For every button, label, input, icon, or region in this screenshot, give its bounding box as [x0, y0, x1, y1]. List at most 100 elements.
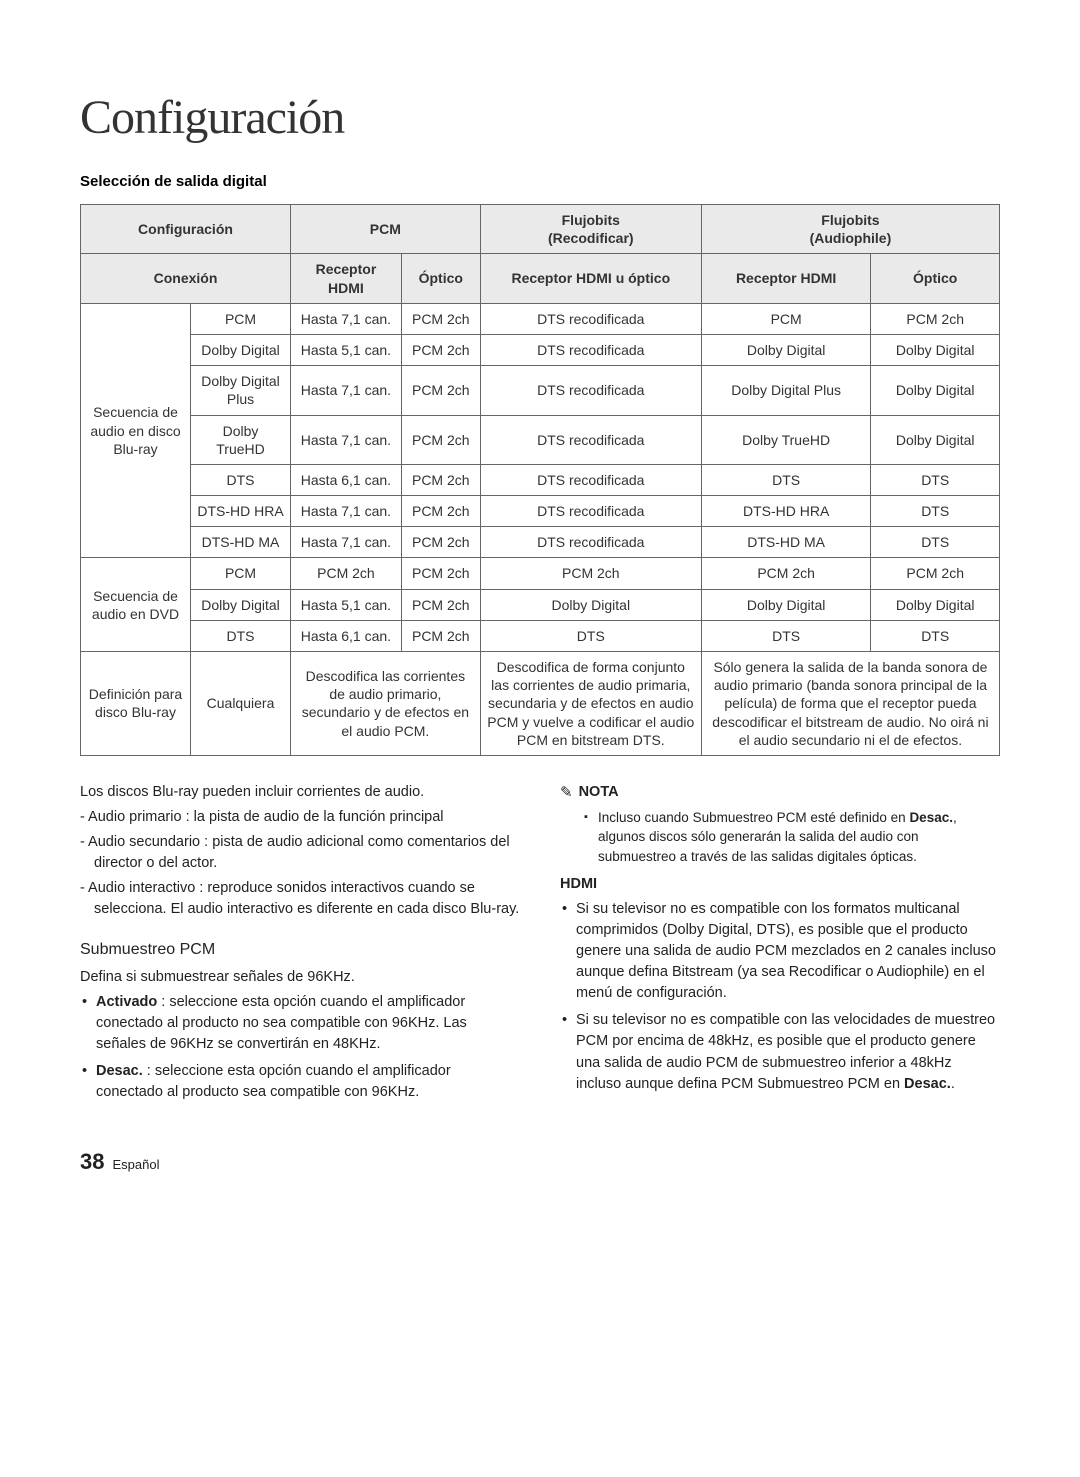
strong: Desac.	[909, 810, 953, 825]
cell: PCM 2ch	[401, 366, 480, 415]
cell: Dolby Digital Plus	[191, 366, 291, 415]
table-row: DTS-HD HRA Hasta 7,1 can. PCM 2ch DTS re…	[81, 496, 1000, 527]
text: : seleccione esta opción cuando el ampli…	[96, 1063, 451, 1100]
cell: PCM 2ch	[401, 620, 480, 651]
page-footer: 38 Español	[80, 1149, 1000, 1175]
cell: PCM	[701, 303, 871, 334]
th-rec-hdmi-opt: Receptor HDMI u óptico	[480, 254, 701, 303]
table-row: DTS-HD MA Hasta 7,1 can. PCM 2ch DTS rec…	[81, 527, 1000, 558]
cell: Hasta 6,1 can.	[291, 620, 402, 651]
table-row: Definición para disco Blu-ray Cualquiera…	[81, 652, 1000, 756]
cell: Descodifica de forma conjunto las corrie…	[480, 652, 701, 756]
group1-label: Secuencia de audio en disco Blu-ray	[81, 303, 191, 558]
subheading: HDMI	[560, 874, 1000, 895]
cell: DTS recodificada	[480, 464, 701, 495]
list-item: - Audio interactivo : reproduce sonidos …	[80, 878, 520, 920]
cell: PCM 2ch	[291, 558, 402, 589]
cell: DTS	[701, 620, 871, 651]
cell: DTS	[871, 620, 1000, 651]
page-title: Configuración	[80, 90, 1000, 145]
cell: PCM	[191, 303, 291, 334]
cell: DTS-HD HRA	[701, 496, 871, 527]
table-row: Dolby Digital Plus Hasta 7,1 can. PCM 2c…	[81, 366, 1000, 415]
cell: Hasta 5,1 can.	[291, 334, 402, 365]
note-label: NOTA	[579, 782, 619, 803]
cell: Hasta 6,1 can.	[291, 464, 402, 495]
cell: DTS recodificada	[480, 334, 701, 365]
cell: Hasta 7,1 can.	[291, 415, 402, 464]
cell: Hasta 7,1 can.	[291, 366, 402, 415]
table-row: DTS Hasta 6,1 can. PCM 2ch DTS DTS DTS	[81, 620, 1000, 651]
cell: Hasta 7,1 can.	[291, 303, 402, 334]
list-item: Activado : seleccione esta opción cuando…	[80, 992, 520, 1055]
cell: PCM 2ch	[401, 464, 480, 495]
output-table: Configuración PCM Flujobits (Recodificar…	[80, 204, 1000, 756]
cell: PCM 2ch	[401, 527, 480, 558]
cell: DTS recodificada	[480, 496, 701, 527]
cell: PCM 2ch	[701, 558, 871, 589]
cell: Dolby Digital Plus	[701, 366, 871, 415]
cell: PCM 2ch	[401, 496, 480, 527]
cell: PCM 2ch	[401, 415, 480, 464]
cell: PCM 2ch	[871, 558, 1000, 589]
section-heading: Selección de salida digital	[80, 173, 1000, 190]
cell: DTS-HD MA	[191, 527, 291, 558]
table-row: DTS Hasta 6,1 can. PCM 2ch DTS recodific…	[81, 464, 1000, 495]
page-language: Español	[112, 1157, 159, 1172]
cell: DTS recodificada	[480, 527, 701, 558]
cell: Dolby TrueHD	[191, 415, 291, 464]
table-row: Dolby Digital Hasta 5,1 can. PCM 2ch Dol…	[81, 589, 1000, 620]
th-rec-hdmi: Receptor HDMI	[291, 254, 402, 303]
group2-label: Secuencia de audio en DVD	[81, 558, 191, 652]
cell: DTS	[191, 464, 291, 495]
th-pcm: PCM	[291, 205, 481, 254]
cell: Dolby Digital	[871, 415, 1000, 464]
strong: Desac.	[96, 1063, 143, 1079]
cell: Dolby Digital	[871, 334, 1000, 365]
th-conexion: Conexión	[81, 254, 291, 303]
cell: Dolby Digital	[191, 589, 291, 620]
cell: Dolby TrueHD	[701, 415, 871, 464]
page-number: 38	[80, 1149, 104, 1175]
cell: DTS	[871, 496, 1000, 527]
th-flujo-audio: Flujobits (Audiophile)	[701, 205, 999, 254]
cell: Descodifica las corrientes de audio prim…	[291, 652, 481, 756]
note-icon: ✎	[560, 782, 573, 804]
cell: Hasta 7,1 can.	[291, 527, 402, 558]
strong: Activado	[96, 994, 157, 1010]
table-row: Dolby Digital Hasta 5,1 can. PCM 2ch DTS…	[81, 334, 1000, 365]
cell: PCM 2ch	[871, 303, 1000, 334]
subheading: Submuestreo PCM	[80, 938, 520, 961]
cell: Dolby Digital	[871, 366, 1000, 415]
list-item: Desac. : seleccione esta opción cuando e…	[80, 1061, 520, 1103]
cell: Dolby Digital	[701, 334, 871, 365]
cell: PCM 2ch	[401, 558, 480, 589]
strong: Desac.	[904, 1076, 951, 1092]
list-item: Si su televisor no es compatible con las…	[560, 1010, 1000, 1094]
cell: Dolby Digital	[480, 589, 701, 620]
cell: DTS-HD MA	[701, 527, 871, 558]
th-config: Configuración	[81, 205, 291, 254]
cell: DTS	[871, 527, 1000, 558]
cell: Dolby Digital	[871, 589, 1000, 620]
cell: Dolby Digital	[701, 589, 871, 620]
cell: Dolby Digital	[191, 334, 291, 365]
cell: DTS recodificada	[480, 366, 701, 415]
group3-label: Definición para disco Blu-ray	[81, 652, 191, 756]
cell: DTS-HD HRA	[191, 496, 291, 527]
cell: DTS	[871, 464, 1000, 495]
th-flujo-recod: Flujobits (Recodificar)	[480, 205, 701, 254]
cell: DTS	[191, 620, 291, 651]
list-item: - Audio secundario : pista de audio adic…	[80, 832, 520, 874]
cell: DTS recodificada	[480, 303, 701, 334]
th-optico: Óptico	[401, 254, 480, 303]
text: .	[951, 1076, 955, 1092]
cell: Cualquiera	[191, 652, 291, 756]
cell: Hasta 7,1 can.	[291, 496, 402, 527]
note-item: Incluso cuando Submuestreo PCM esté defi…	[584, 808, 1000, 867]
right-column: ✎ NOTA Incluso cuando Submuestreo PCM es…	[560, 782, 1000, 1109]
table-row: Secuencia de audio en disco Blu-ray PCM …	[81, 303, 1000, 334]
cell: DTS	[701, 464, 871, 495]
left-column: Los discos Blu-ray pueden incluir corrie…	[80, 782, 520, 1109]
cell: DTS	[480, 620, 701, 651]
